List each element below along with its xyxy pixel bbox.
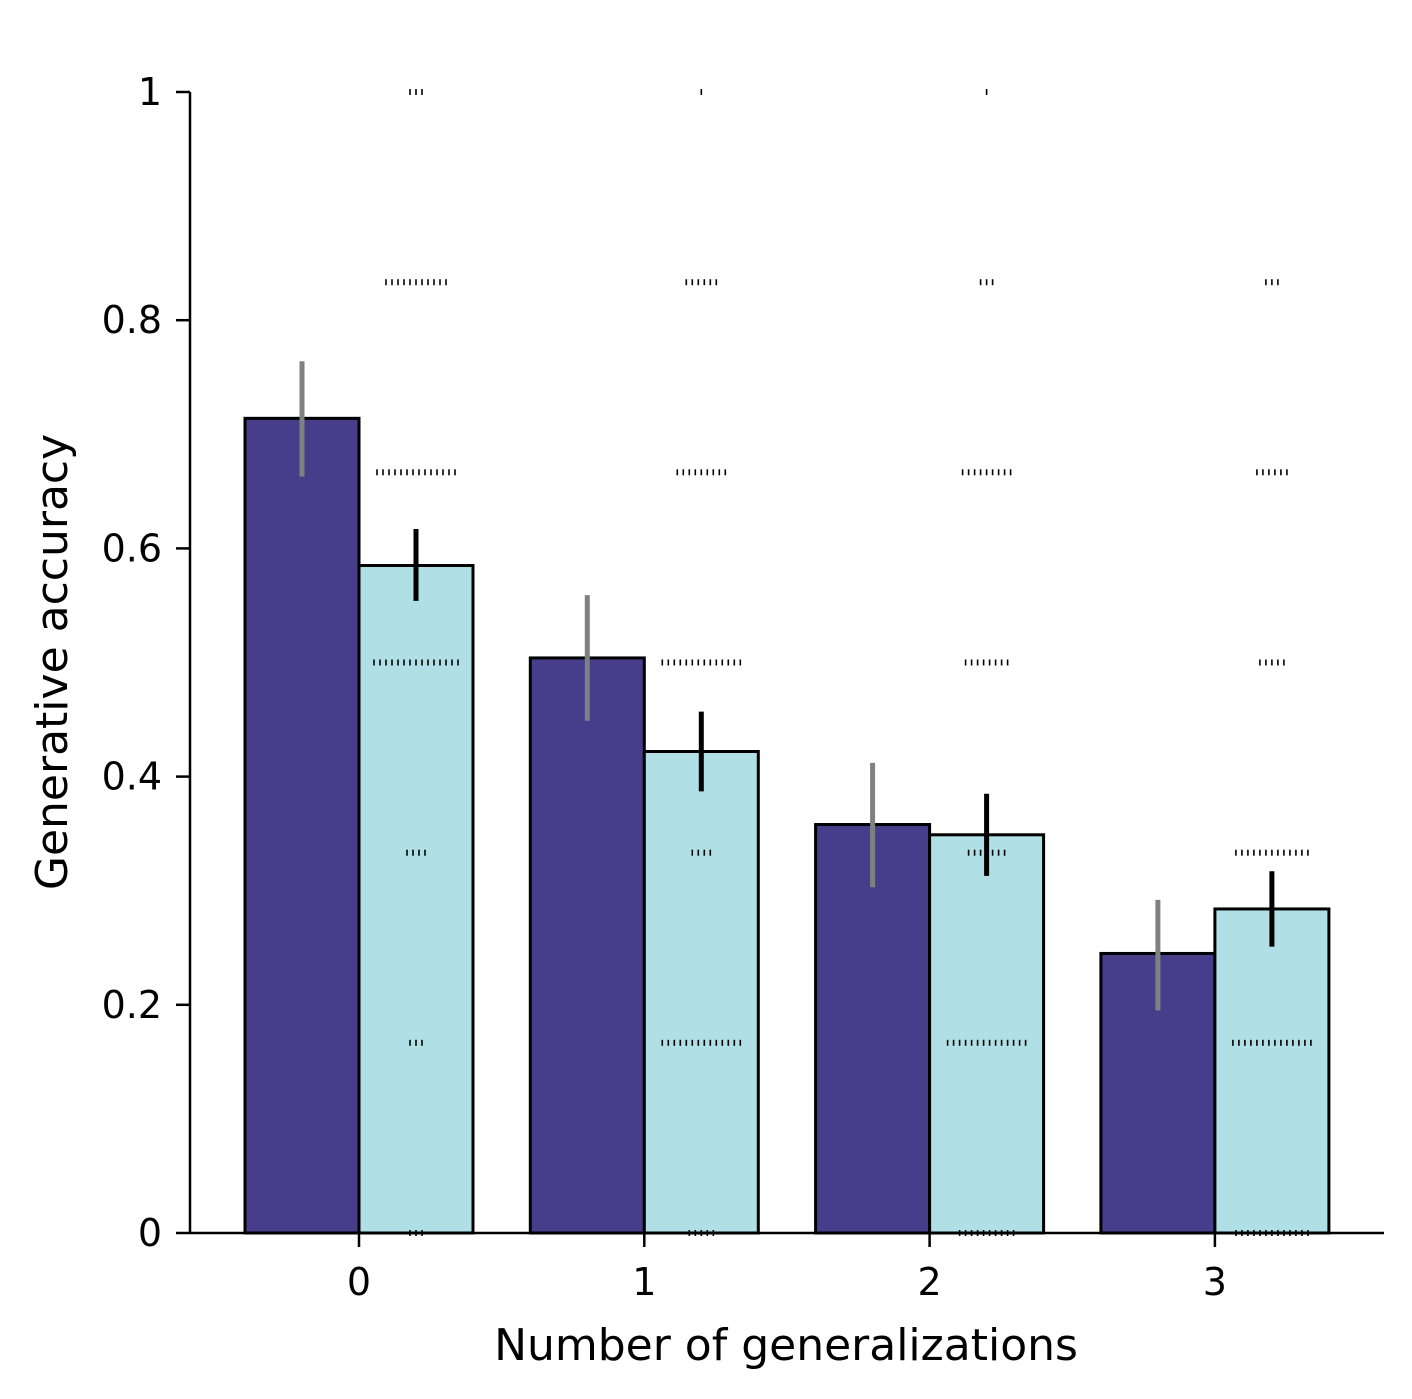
- bars-layer: [243, 416, 1331, 1235]
- bar-1-1: [528, 656, 646, 1235]
- bar-2-2: [928, 833, 1046, 1235]
- x-tick-label: 3: [1203, 1260, 1227, 1304]
- bar-2-3: [1213, 907, 1331, 1235]
- axes-layer: 0 0.2 0.4 0.6 0.8 1 0 1 2 3: [102, 70, 1384, 1304]
- y-tick-label: 0.6: [102, 526, 162, 570]
- bar-1-2: [814, 823, 932, 1235]
- x-tick-label: 0: [347, 1260, 371, 1304]
- bar-2-0: [357, 564, 475, 1235]
- y-tick-label: 0.4: [102, 755, 162, 799]
- y-tick-label: 0.2: [102, 983, 162, 1027]
- y-tick-label: 0.8: [102, 298, 162, 342]
- y-tick-label: 0: [138, 1211, 162, 1255]
- y-tick-label: 1: [138, 70, 162, 114]
- error-bars-layer: [299, 361, 1275, 1011]
- y-axis-label: Generative accuracy: [27, 434, 78, 890]
- x-tick-label: 2: [918, 1260, 942, 1304]
- x-axis-label: Number of generalizations: [494, 1320, 1078, 1371]
- bar-1-0: [243, 416, 361, 1235]
- x-tick-label: 1: [632, 1260, 656, 1304]
- bar-2-1: [642, 749, 760, 1235]
